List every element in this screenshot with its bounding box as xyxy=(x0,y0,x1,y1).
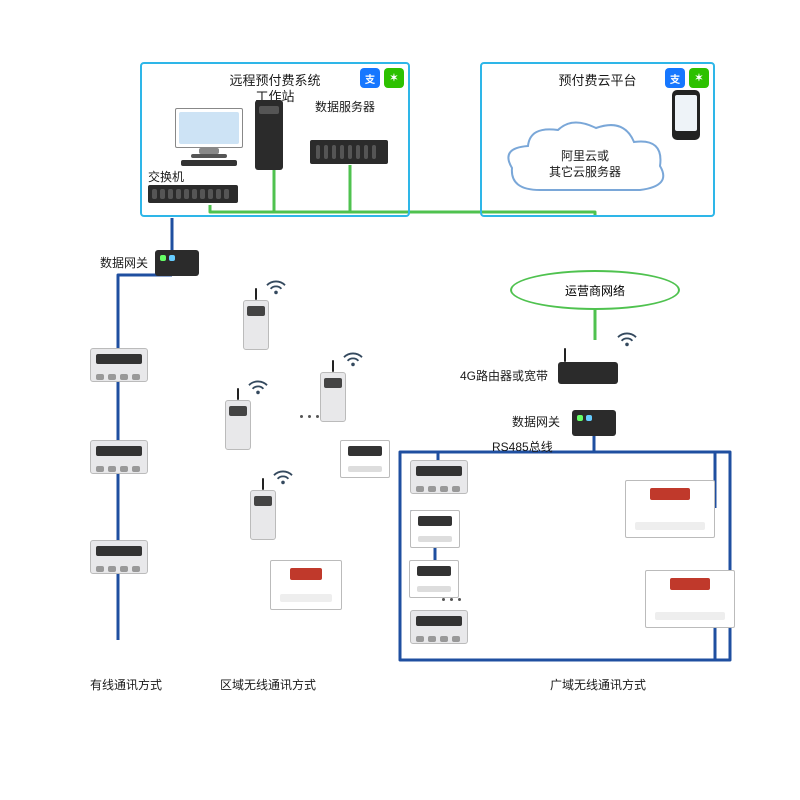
ellipsis-icon xyxy=(316,415,319,418)
ellipsis-icon xyxy=(458,598,461,601)
isp-label: 运营商网络 xyxy=(565,282,625,299)
section-label: 广域无线通讯方式 xyxy=(550,676,646,693)
section-label: 有线通讯方式 xyxy=(90,676,162,693)
data-gateway-icon xyxy=(572,410,616,436)
ellipsis-icon xyxy=(308,415,311,418)
wechat-icon: ✶ xyxy=(689,68,709,88)
data-gateway-right-label: 数据网关 xyxy=(512,413,560,430)
wifi-icon xyxy=(342,350,364,368)
diagram-canvas: 远程预付费系统 工作站 预付费云平台 支 ✶ 支 ✶ 交换机 数据服务器 数据网… xyxy=(0,0,800,800)
keyboard-icon xyxy=(181,160,237,166)
data-gateway-icon xyxy=(155,250,199,276)
wechat-icon: ✶ xyxy=(384,68,404,88)
wifi-icon xyxy=(265,278,287,296)
switch-label: 交换机 xyxy=(148,168,184,185)
alipay-icon: 支 xyxy=(360,68,380,88)
wifi-icon xyxy=(247,378,269,396)
svg-text:其它云服务器: 其它云服务器 xyxy=(549,164,621,179)
router-label: 4G路由器或宽带 xyxy=(460,367,548,384)
alipay-icon: 支 xyxy=(665,68,685,88)
rs485-label: RS485总线 xyxy=(492,438,553,455)
wifi-icon xyxy=(272,468,294,486)
ellipsis-icon xyxy=(450,598,453,601)
wifi-icon xyxy=(616,330,638,348)
isp-network-ellipse: 运营商网络 xyxy=(510,270,680,310)
ellipsis-icon xyxy=(300,415,303,418)
cloud-icon: 阿里云或 其它云服务器 xyxy=(500,120,670,210)
data-server-label: 数据服务器 xyxy=(315,98,375,115)
data-gateway-left-label: 数据网关 xyxy=(100,254,148,271)
svg-text:阿里云或: 阿里云或 xyxy=(561,149,609,163)
section-label: 区域无线通讯方式 xyxy=(220,676,316,693)
router-icon xyxy=(558,362,618,384)
ellipsis-icon xyxy=(442,598,445,601)
